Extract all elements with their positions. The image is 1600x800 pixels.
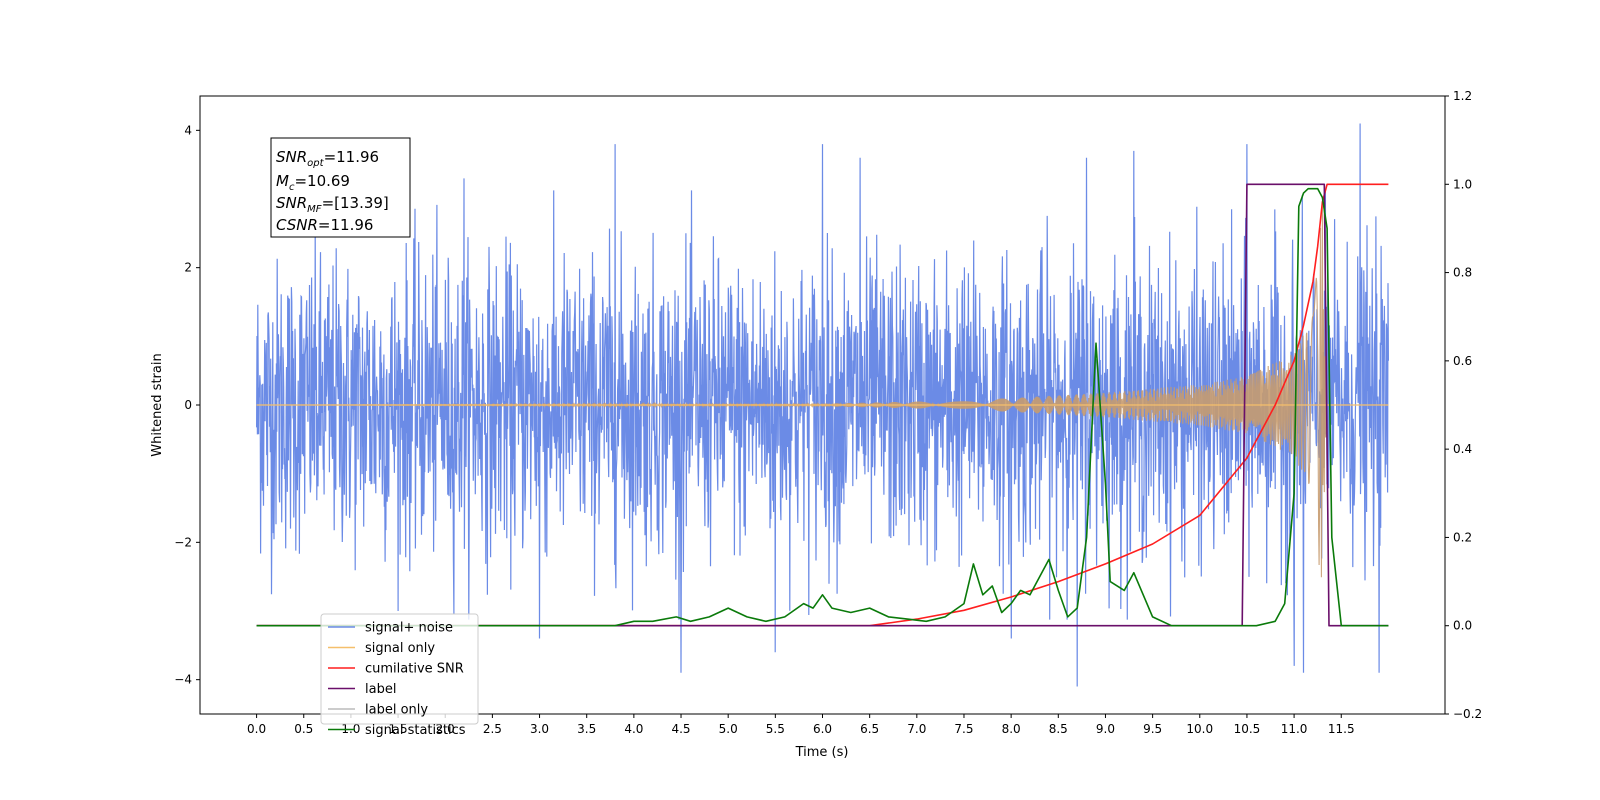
x-tick-label: 2.0 [436,722,455,736]
annotation-box: SNRopt=11.96 Mc=10.69 SNRMF=[13.39] CSNR… [270,137,411,238]
x-axis-label: Time (s) [795,745,849,760]
x-tick-label: 2.5 [483,722,502,736]
signal-plus-noise-trace [256,123,1390,687]
x-tick-label: 4.5 [671,722,690,736]
x-tick-label: 9.0 [1096,722,1115,736]
mc-annotation: Mc=10.69 [276,172,350,193]
x-tick-label: 8.5 [1049,722,1068,736]
x-tick-label: 10.0 [1186,722,1213,736]
y-axis-label: Whitened strain [150,353,165,456]
x-tick-label: 1.5 [389,722,408,736]
x-tick-label: 11.0 [1281,722,1308,736]
x-tick-label: 3.5 [577,722,596,736]
x-tick-label: 7.0 [907,722,926,736]
y2-tick-label: 0.0 [1453,619,1472,633]
x-tick-label: 3.0 [530,722,549,736]
legend-label: signal statistics [365,723,466,738]
y2-axis-ticks: 1.2 1.0 0.8 0.6 0.4 0.2 0.0 −0.2 [1445,89,1482,721]
label-line [256,183,1389,627]
x-tick-label: 11.5 [1328,722,1355,736]
x-tick-label: 10.5 [1234,722,1261,736]
y2-tick-label: 0.4 [1453,442,1472,456]
x-tick-label: 6.5 [860,722,879,736]
y-tick-label: −4 [174,673,192,687]
signal-only-line [256,206,1389,578]
y-tick-label: 0 [184,398,192,412]
y-tick-label: 2 [184,261,192,275]
y-tick-label: −2 [174,535,192,549]
signal-plus-noise-line [256,123,1390,687]
y-tick-label: 4 [184,123,192,137]
legend-label: label [365,682,396,697]
x-tick-label: 8.0 [1002,722,1021,736]
x-tick-label: 9.5 [1143,722,1162,736]
cumulative-snr-line [256,183,1389,627]
right-axis-series [256,183,1389,627]
snr-opt-annotation: SNRopt=11.96 [276,148,379,169]
y-axis-ticks: 4 2 0 −2 −4 [174,123,200,687]
legend: signal+ noise signal only cumilative SNR la… [320,613,479,738]
y2-tick-label: 0.8 [1453,266,1472,280]
x-tick-label: 6.0 [813,722,832,736]
y2-tick-label: 0.6 [1453,354,1472,368]
x-tick-label: 5.0 [719,722,738,736]
legend-label: signal only [365,641,435,656]
legend-label: cumilative SNR [365,662,464,677]
csnr-annotation: CSNR=11.96 [276,216,373,234]
legend-label: label only [365,703,428,718]
snr-mf-annotation: SNRMF=[13.39] [276,194,389,215]
signal-statistics-line [256,187,1389,627]
y2-tick-label: 1.2 [1453,89,1472,103]
y2-tick-label: 1.0 [1453,177,1472,191]
y2-tick-label: −0.2 [1453,707,1482,721]
x-tick-label: 0.0 [247,722,266,736]
x-tick-label: 5.5 [766,722,785,736]
legend-label: signal+ noise [365,621,453,636]
x-tick-label: 4.0 [624,722,643,736]
x-tick-label: 0.5 [294,722,313,736]
x-tick-label: 7.5 [954,722,973,736]
y2-tick-label: 0.2 [1453,530,1472,544]
